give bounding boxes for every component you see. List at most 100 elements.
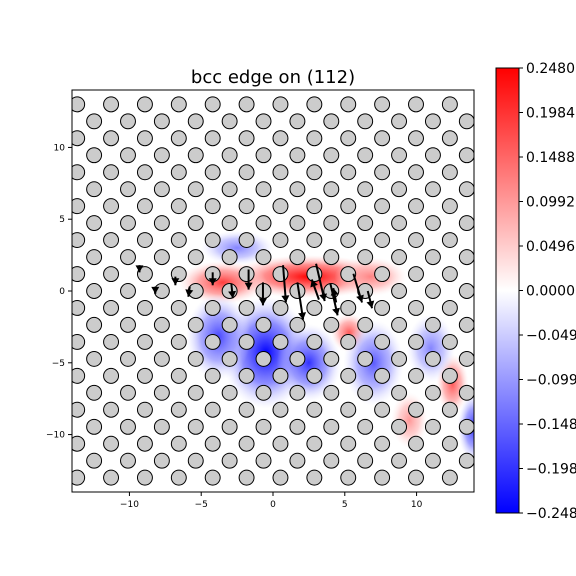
atom: [103, 130, 120, 147]
atom: [187, 316, 204, 333]
atom: [153, 147, 170, 164]
atom: [72, 96, 86, 113]
displacement-arrow: [329, 283, 340, 316]
atom: [323, 418, 340, 435]
atom: [255, 181, 272, 198]
atom: [120, 215, 136, 232]
atom: [136, 334, 153, 350]
atom: [391, 350, 408, 367]
atom: [357, 316, 374, 333]
atom: [120, 283, 136, 299]
atom: [340, 469, 357, 486]
atom: [204, 401, 221, 418]
atom: [357, 147, 374, 164]
atom: [103, 401, 120, 418]
atom: [221, 113, 238, 130]
atom: [424, 113, 441, 130]
y-tick-label: −10: [46, 431, 65, 441]
atom: [255, 249, 272, 266]
atom: [408, 130, 424, 147]
atom: [170, 164, 187, 181]
atom: [153, 181, 170, 198]
atom: [424, 350, 441, 367]
displacement-arrow: [185, 286, 194, 297]
atom: [408, 334, 424, 350]
colorbar-tick-label: 0.1488: [526, 150, 575, 166]
atom: [323, 384, 340, 401]
colorbar-ticks: 0.2480 0.1984 0.1488 0.0992 0.0496 0.0000 −0.0…: [519, 61, 576, 522]
atom: [391, 316, 408, 333]
atom: [272, 435, 289, 452]
atom: [289, 113, 306, 130]
atom: [238, 164, 255, 181]
plot-area: [36, 89, 491, 493]
atom: [103, 232, 120, 248]
atom: [238, 96, 255, 113]
atom: [72, 299, 86, 316]
atom: [408, 96, 424, 113]
atom: [424, 452, 441, 469]
atom: [238, 401, 255, 418]
atom: [374, 96, 391, 113]
atom: [238, 435, 255, 452]
atom: [289, 418, 306, 435]
atom: [357, 181, 374, 198]
atom: [103, 266, 120, 283]
atom: [357, 350, 374, 367]
atom: [170, 334, 187, 350]
atom: [458, 249, 474, 266]
atom: [391, 384, 408, 401]
atom: [204, 96, 221, 113]
atom: [391, 452, 408, 469]
colorbar-gradient: [496, 68, 519, 513]
displacement-arrow: [296, 282, 307, 320]
atom: [72, 367, 86, 384]
atom: [289, 249, 306, 266]
colorbar-tick-label: −0.1984: [526, 462, 576, 478]
atom: [408, 469, 424, 486]
atom: [458, 452, 474, 469]
atom: [424, 249, 441, 266]
displacement-arrow: [366, 290, 375, 309]
y-tick-label: −5: [52, 359, 65, 369]
atom: [187, 418, 204, 435]
atom: [289, 215, 306, 232]
atom: [306, 198, 323, 215]
atom: [238, 266, 255, 283]
atom: [255, 384, 272, 401]
atom: [374, 266, 391, 283]
atom: [374, 164, 391, 181]
atom: [36, 267, 51, 282]
atom: [374, 435, 391, 452]
atom: [306, 299, 323, 316]
atom: [120, 316, 136, 333]
atom: [120, 418, 136, 435]
atom: [424, 181, 441, 198]
atom: [458, 283, 474, 299]
atom: [136, 164, 153, 181]
atom: [476, 267, 491, 282]
atom: [458, 350, 474, 367]
atom: [441, 299, 458, 316]
colorbar-tick-label: 0.0992: [526, 195, 575, 211]
atom: [441, 130, 458, 147]
atom: [340, 164, 357, 181]
atom: [221, 452, 238, 469]
atom: [103, 164, 120, 181]
atom: [458, 113, 474, 130]
atom: [36, 97, 51, 112]
atom: [36, 165, 51, 180]
atom: [120, 384, 136, 401]
atom: [306, 469, 323, 486]
atom: [357, 249, 374, 266]
atom: [357, 384, 374, 401]
atom: [306, 130, 323, 147]
atom: [153, 350, 170, 367]
atom: [476, 402, 491, 417]
atom: [374, 299, 391, 316]
atom: [357, 452, 374, 469]
atom: [408, 299, 424, 316]
atom: [153, 249, 170, 266]
atom: [408, 401, 424, 418]
atom: [36, 233, 51, 248]
